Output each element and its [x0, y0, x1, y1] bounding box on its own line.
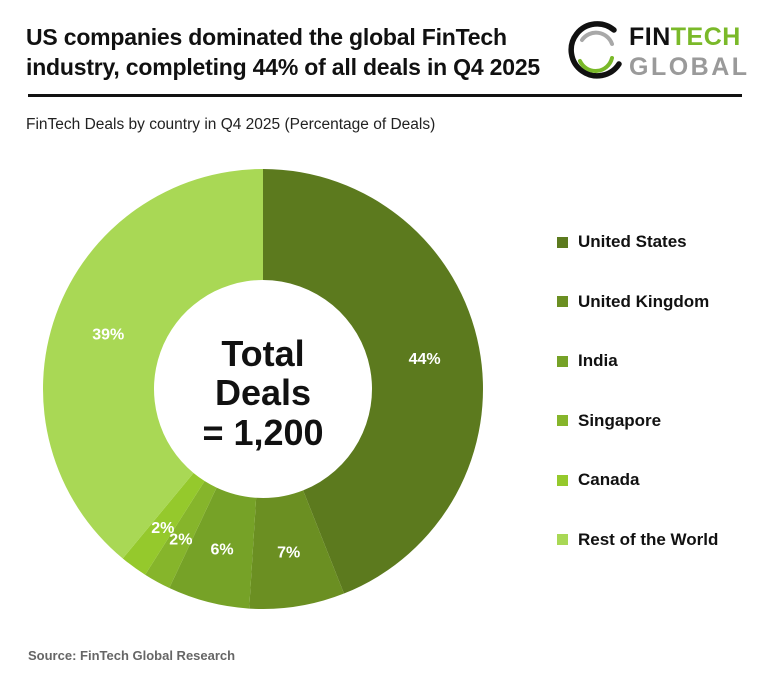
chart-title-line1: US companies dominated the global FinTec…	[26, 24, 507, 50]
donut-slice-india	[169, 487, 257, 609]
donut-slice-united-states	[263, 169, 484, 594]
legend-item-canada: Canada	[557, 468, 718, 492]
chart-title: US companies dominated the global FinTec…	[26, 22, 566, 82]
donut-slice-singapore	[145, 481, 217, 589]
header-divider	[28, 94, 742, 97]
donut-center-label: Total Deals = 1,200	[202, 333, 323, 453]
chart-title-line2: industry, completing 44% of all deals in…	[26, 54, 541, 80]
slice-value-label: 2%	[169, 531, 192, 548]
logo-fin: FIN	[629, 23, 671, 51]
legend-label: United States	[578, 232, 687, 251]
donut-slice-canada	[122, 472, 205, 575]
fintech-global-logo: FINTECH GLOBAL	[566, 20, 756, 82]
source-note: Source: FinTech Global Research	[28, 648, 236, 663]
legend-item-india: India	[557, 349, 718, 373]
slice-value-label: 2%	[151, 520, 174, 537]
center-label-total: Total	[221, 333, 304, 374]
logo-global: GLOBAL	[629, 53, 750, 81]
legend-swatch-icon	[557, 236, 568, 248]
donut-slice-labels: 44% 7% 6% 2%2% 39%	[92, 326, 440, 561]
donut-slice-rest-of-the-world	[42, 169, 263, 559]
legend-label: Canada	[578, 470, 640, 490]
donut-slices	[42, 169, 484, 609]
legend-label: Singapore	[578, 410, 662, 430]
legend-swatch-icon	[557, 415, 568, 427]
logo-tech: TECH	[670, 23, 741, 51]
slice-value-label: 44%	[409, 351, 441, 368]
legend-swatch-icon	[557, 296, 568, 308]
legend-item-singapore: Singapore	[557, 409, 718, 433]
legend-item-united-kingdom: United Kingdom	[557, 290, 718, 314]
logo-wordmark: FINTECH GLOBAL	[629, 24, 750, 80]
slice-value-label: 6%	[211, 541, 234, 558]
center-label-count: = 1,200	[202, 412, 323, 453]
legend-label: United Kingdom	[578, 291, 710, 311]
legend-swatch-icon	[557, 355, 568, 367]
chart-legend: United States United Kingdom India Singapor…	[557, 230, 718, 588]
legend-label: India	[578, 351, 618, 371]
legend-swatch-icon	[557, 474, 568, 486]
slice-value-label: 39%	[92, 326, 124, 343]
donut-slice-united-kingdom	[249, 490, 344, 609]
chart-subtitle: FinTech Deals by country in Q4 2025 (Per…	[26, 116, 436, 133]
legend-swatch-icon	[557, 534, 568, 546]
legend-item-united-states: United States	[557, 230, 718, 254]
logo-rings-icon	[568, 21, 622, 79]
center-label-deals: Deals	[215, 372, 311, 413]
legend-item-rest-of-the-world: Rest of the World	[557, 528, 718, 552]
legend-label: Rest of the World	[578, 529, 719, 549]
slice-value-label: 7%	[277, 544, 300, 561]
